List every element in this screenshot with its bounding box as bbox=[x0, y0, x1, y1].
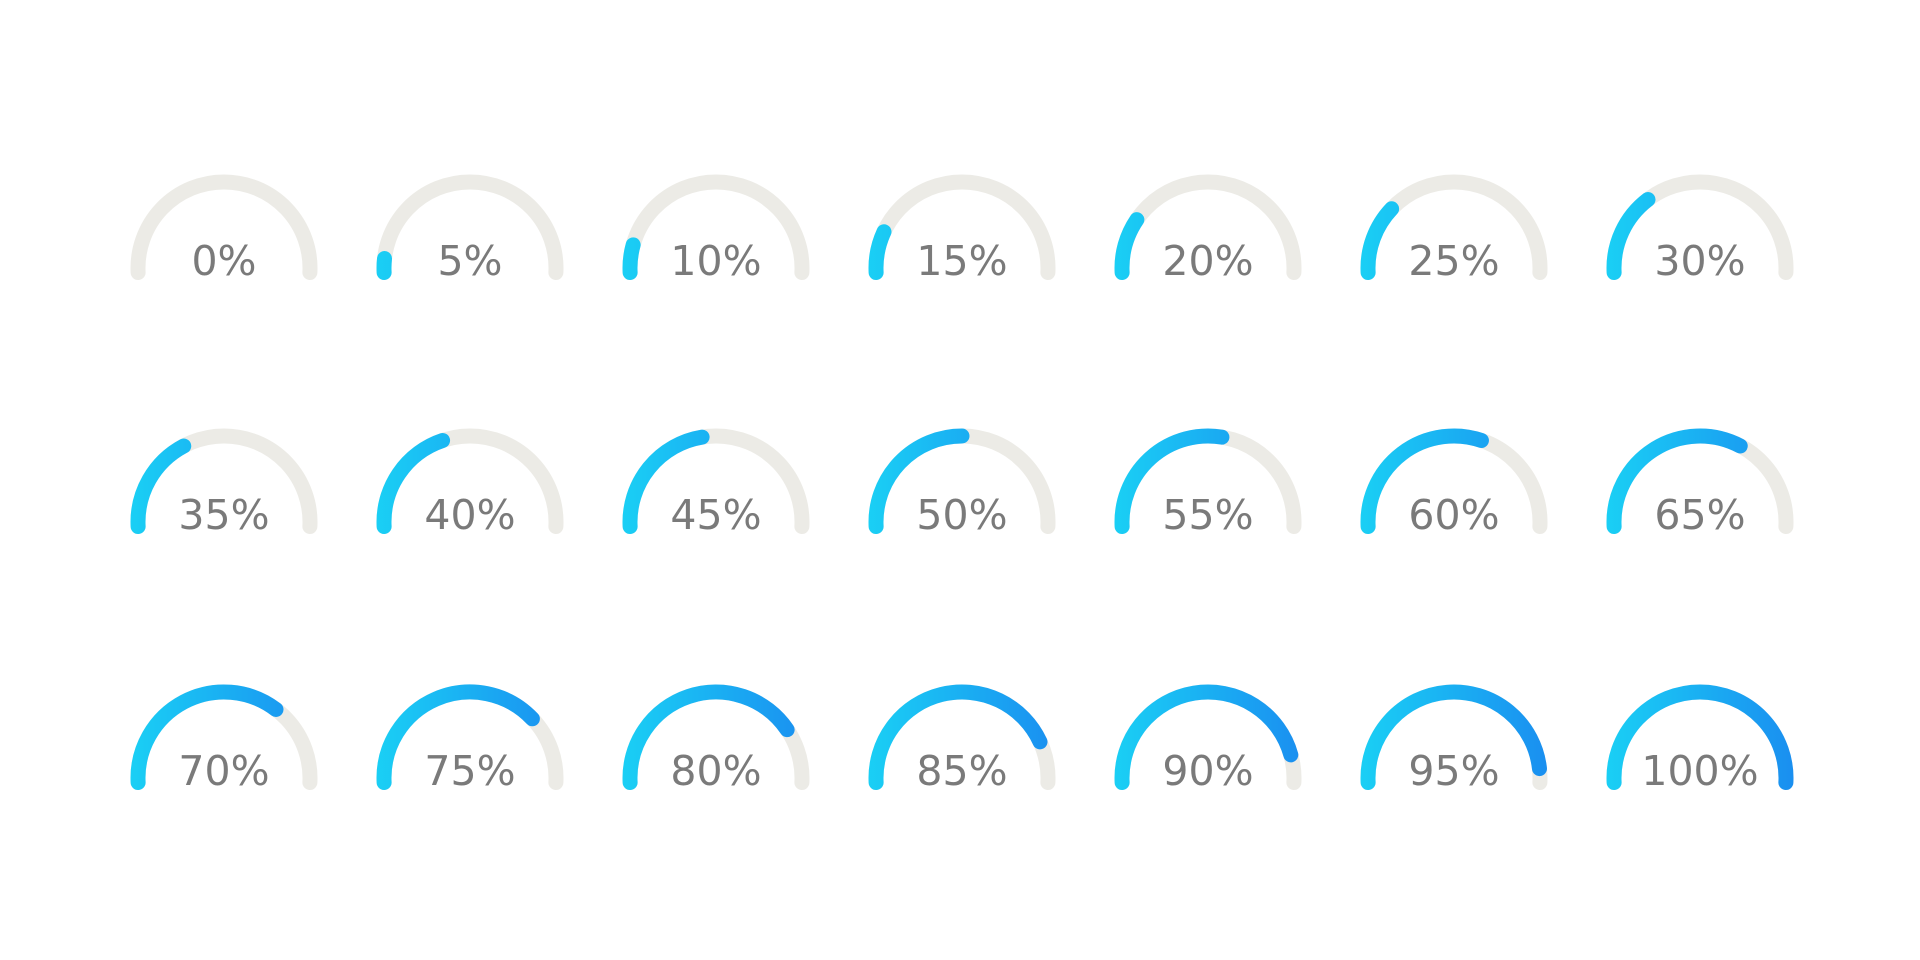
gauge-fill bbox=[622, 237, 641, 280]
gauges-layer: 0% 5% 10% 15% 20% 25% 30% 35% 40% 45% 50% 55% 60% 65%… bbox=[130, 174, 1794, 795]
gauge-75: 75% bbox=[376, 684, 564, 795]
gauge-fill bbox=[1606, 192, 1656, 280]
gauge-80: 80% bbox=[622, 684, 810, 795]
gauge-55: 55% bbox=[1114, 428, 1302, 539]
gauge-fill bbox=[622, 429, 710, 534]
gauge-35: 35% bbox=[130, 428, 318, 539]
gauge-track bbox=[622, 174, 810, 280]
gauge-label: 100% bbox=[1641, 747, 1758, 795]
gauge-label: 25% bbox=[1408, 237, 1499, 285]
gauge-label: 80% bbox=[670, 747, 761, 795]
gauge-label: 55% bbox=[1162, 491, 1253, 539]
gauge-fill bbox=[868, 224, 892, 280]
gauge-45: 45% bbox=[622, 428, 810, 539]
gauge-fill bbox=[1114, 212, 1145, 280]
gauge-fill bbox=[1114, 684, 1299, 790]
gauge-label: 95% bbox=[1408, 747, 1499, 795]
gauge-label: 85% bbox=[916, 747, 1007, 795]
gauge-fill bbox=[376, 432, 451, 534]
gauge-label: 35% bbox=[178, 491, 269, 539]
gauge-25: 25% bbox=[1360, 174, 1548, 285]
gauge-20: 20% bbox=[1114, 174, 1302, 285]
gauge-85: 85% bbox=[868, 684, 1056, 795]
gauge-90: 90% bbox=[1114, 684, 1302, 795]
gauge-fill bbox=[130, 684, 284, 790]
gauge-label: 50% bbox=[916, 491, 1007, 539]
gauge-track bbox=[130, 174, 318, 280]
gauge-0: 0% bbox=[130, 174, 318, 285]
gauge-50: 50% bbox=[868, 428, 1056, 539]
gauge-label: 70% bbox=[178, 747, 269, 795]
gauge-fill bbox=[1360, 684, 1547, 790]
gauge-label: 15% bbox=[916, 237, 1007, 285]
gauge-label: 60% bbox=[1408, 491, 1499, 539]
gauge-track bbox=[376, 174, 564, 280]
gauge-label: 45% bbox=[670, 491, 761, 539]
gauge-40: 40% bbox=[376, 428, 564, 539]
gauge-65: 65% bbox=[1606, 428, 1794, 539]
gauge-fill bbox=[868, 684, 1048, 790]
gauge-label: 65% bbox=[1654, 491, 1745, 539]
gauge-fill bbox=[376, 684, 540, 790]
gauge-70: 70% bbox=[130, 684, 318, 795]
gauge-label: 40% bbox=[424, 491, 515, 539]
gauge-15: 15% bbox=[868, 174, 1056, 285]
gauge-fill bbox=[1114, 428, 1230, 534]
gauge-95: 95% bbox=[1360, 684, 1548, 795]
gauge-label: 75% bbox=[424, 747, 515, 795]
gauge-fill bbox=[1360, 201, 1400, 280]
gauge-fill bbox=[1606, 428, 1748, 534]
gauge-10: 10% bbox=[622, 174, 810, 285]
gauge-fill bbox=[130, 438, 192, 534]
gauge-30: 30% bbox=[1606, 174, 1794, 285]
gauge-fill bbox=[1606, 684, 1794, 790]
gauge-label: 5% bbox=[437, 237, 502, 285]
gauge-100: 100% bbox=[1606, 684, 1794, 795]
gauge-label: 30% bbox=[1654, 237, 1745, 285]
gauge-label: 20% bbox=[1162, 237, 1253, 285]
gauge-fill bbox=[868, 428, 970, 534]
gauge-label: 10% bbox=[670, 237, 761, 285]
gauge-label: 90% bbox=[1162, 747, 1253, 795]
gauge-5: 5% bbox=[376, 174, 564, 285]
gauge-fill bbox=[376, 251, 393, 280]
gauge-label: 0% bbox=[191, 237, 256, 285]
gauge-fill bbox=[622, 684, 795, 790]
gauge-60: 60% bbox=[1360, 428, 1548, 539]
gauge-fill bbox=[1360, 428, 1489, 534]
